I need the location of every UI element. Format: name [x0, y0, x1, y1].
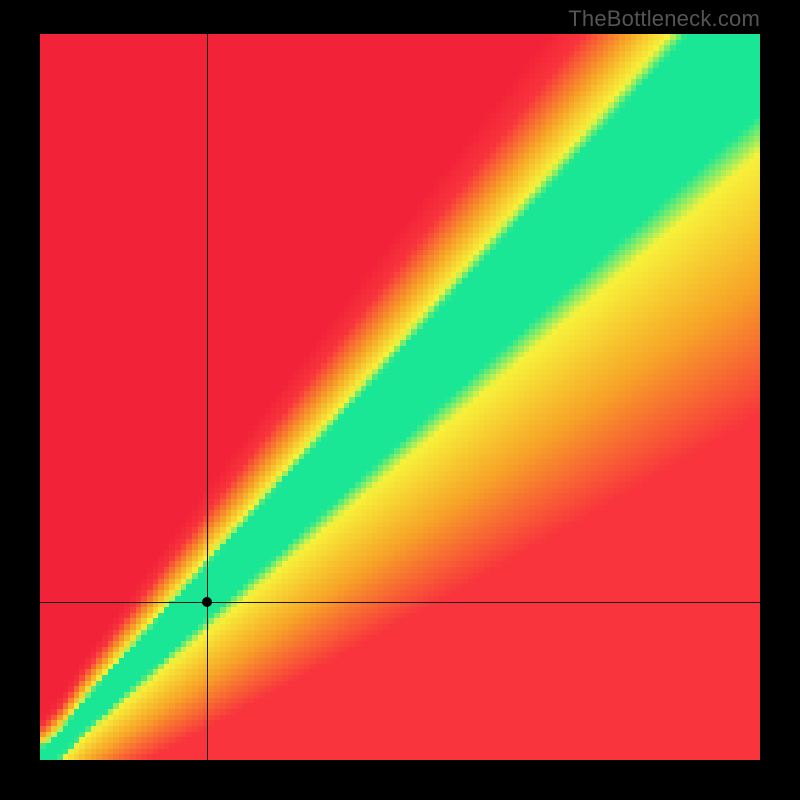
- plot-area: [40, 34, 760, 760]
- crosshair-horizontal: [40, 602, 760, 603]
- watermark-text: TheBottleneck.com: [568, 6, 760, 32]
- crosshair-vertical: [207, 34, 208, 760]
- data-point-marker: [202, 597, 212, 607]
- figure-container: TheBottleneck.com: [0, 0, 800, 800]
- heatmap-canvas: [40, 34, 760, 760]
